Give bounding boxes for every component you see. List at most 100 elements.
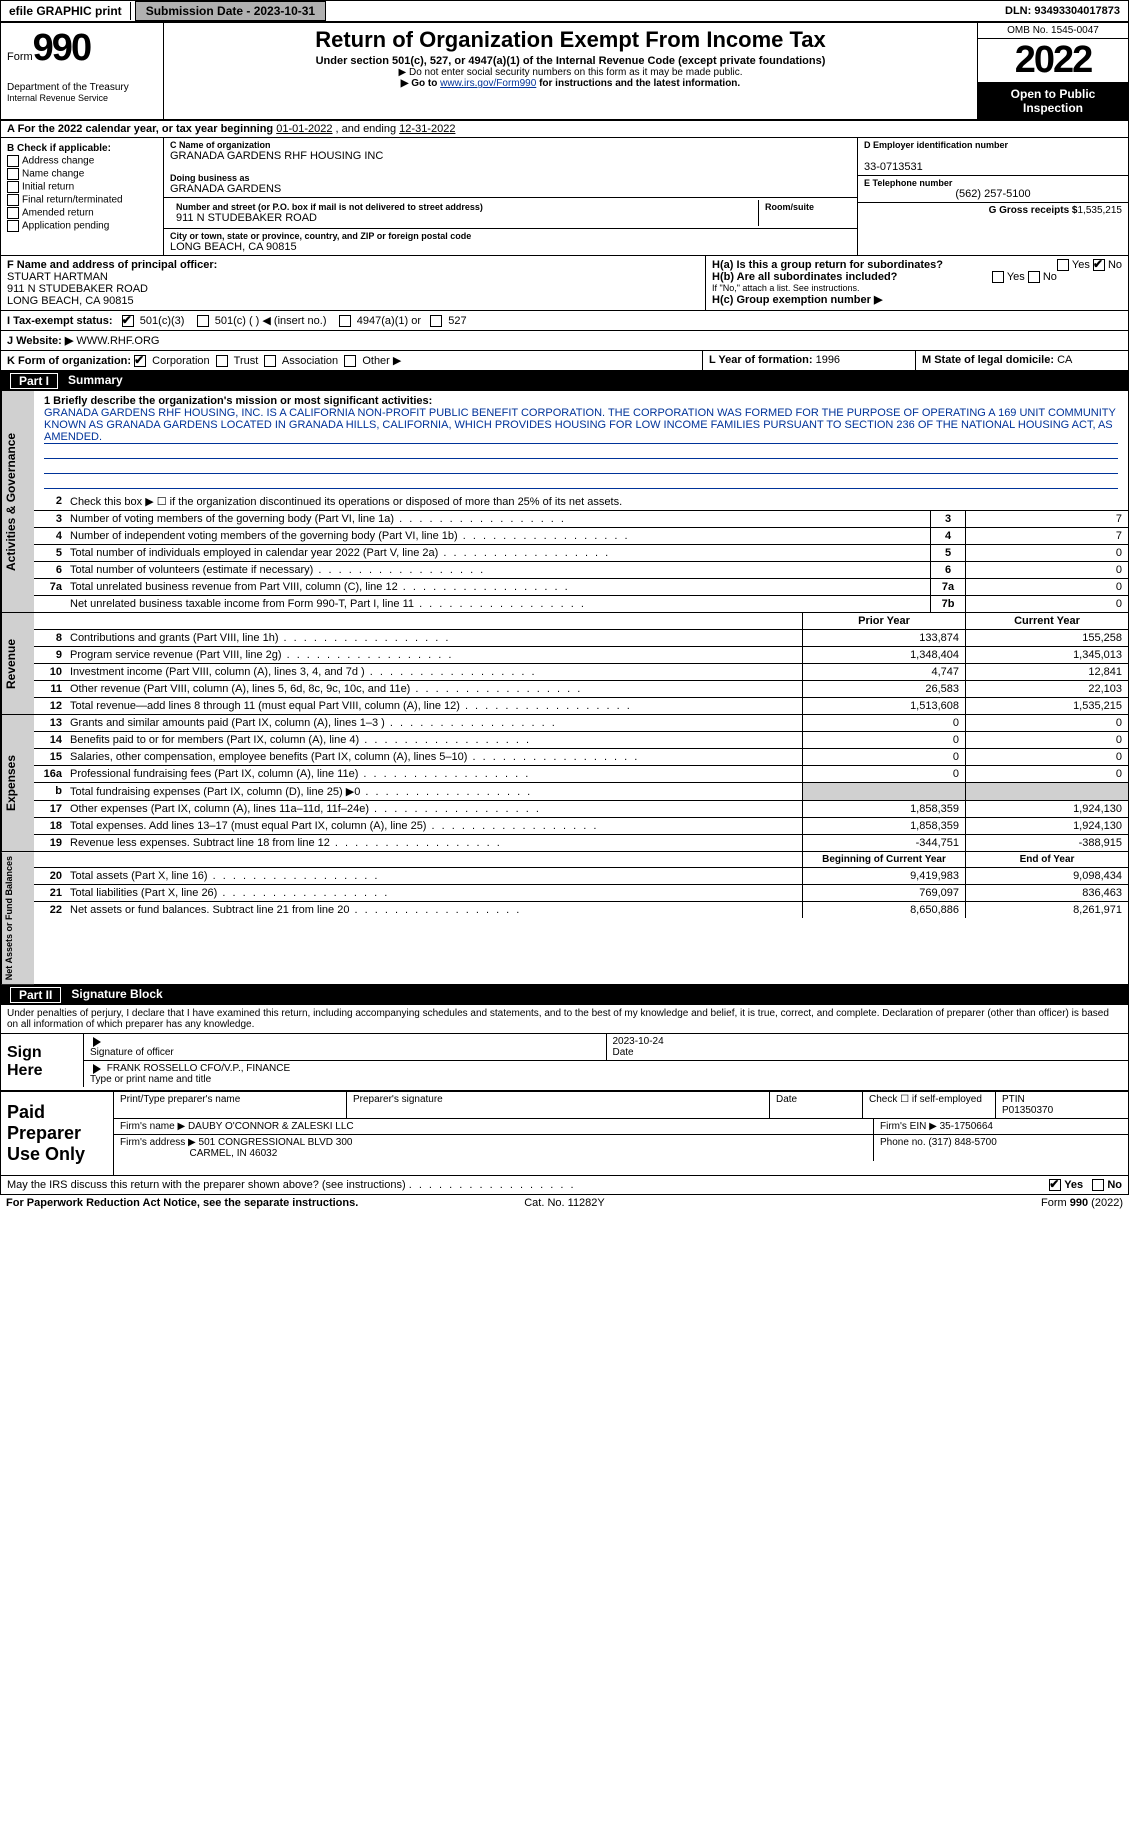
governance-body: 1 Briefly describe the organization's mi…	[34, 391, 1128, 612]
cb-application-pending[interactable]: Application pending	[7, 220, 157, 232]
firm-ein-label: Firm's EIN ▶	[880, 1121, 937, 1132]
cb-amended-return[interactable]: Amended return	[7, 207, 157, 219]
hb-yes[interactable]: Yes	[1007, 271, 1025, 283]
cb-address-change[interactable]: Address change	[7, 155, 157, 167]
mission-blank1	[44, 444, 1118, 459]
cb-discuss-no[interactable]	[1092, 1179, 1104, 1191]
firm-addr2: CARMEL, IN 46032	[189, 1148, 277, 1159]
cb-corporation[interactable]	[134, 355, 146, 367]
vlabel-revenue: Revenue	[1, 613, 34, 714]
prep-row-1: Print/Type preparer's name Preparer's si…	[114, 1092, 1128, 1119]
part2-header: Part II Signature Block	[0, 985, 1129, 1005]
footer-mid: Cat. No. 11282Y	[378, 1197, 750, 1209]
col-beginning: Beginning of Current Year	[802, 852, 965, 867]
footer-right: Form 990 (2022)	[751, 1197, 1123, 1209]
ein-cell: D Employer identification number 33-0713…	[858, 138, 1128, 176]
row-a-begin: 01-01-2022	[276, 123, 332, 135]
efile-label: efile GRAPHIC print	[1, 2, 131, 20]
section-net-assets: Net Assets or Fund Balances Beginning of…	[0, 852, 1129, 985]
cb-trust[interactable]	[216, 355, 228, 367]
section-revenue: Revenue Prior Year Current Year 8Contrib…	[0, 613, 1129, 715]
col-d-ein: D Employer identification number 33-0713…	[857, 138, 1128, 255]
submission-date-button[interactable]: Submission Date - 2023-10-31	[135, 1, 326, 21]
opt-corp: Corporation	[152, 355, 209, 367]
table-row: 3Number of voting members of the governi…	[34, 511, 1128, 528]
principal-officer: F Name and address of principal officer:…	[1, 256, 705, 310]
ptin-label: PTIN	[1002, 1094, 1025, 1105]
hb-note: If "No," attach a list. See instructions…	[712, 283, 1122, 293]
mission-block: 1 Briefly describe the organization's mi…	[34, 391, 1128, 493]
dept-treasury: Department of the Treasury	[7, 70, 157, 93]
col-b-header: B Check if applicable:	[7, 143, 157, 154]
arrow-icon	[93, 1037, 101, 1047]
cb-other[interactable]	[344, 355, 356, 367]
cb-initial-return[interactable]: Initial return	[7, 181, 157, 193]
gross-value: 1,535,215	[1078, 205, 1123, 216]
hb-no[interactable]: No	[1043, 271, 1057, 283]
cb-discuss-yes[interactable]	[1049, 1179, 1061, 1191]
table-row: 13Grants and similar amounts paid (Part …	[34, 715, 1128, 732]
org-name: GRANADA GARDENS RHF HOUSING INC	[170, 150, 851, 162]
table-row: 6Total number of volunteers (estimate if…	[34, 562, 1128, 579]
firm-addr-label: Firm's address ▶	[120, 1137, 196, 1148]
table-row: 5Total number of individuals employed in…	[34, 545, 1128, 562]
table-row: bTotal fundraising expenses (Part IX, co…	[34, 783, 1128, 801]
cb-name-change[interactable]: Name change	[7, 168, 157, 180]
mission-blank2	[44, 459, 1118, 474]
ha-no[interactable]: No	[1108, 259, 1122, 271]
row-a-tax-year: A For the 2022 calendar year, or tax yea…	[0, 120, 1129, 138]
cb-4947[interactable]	[339, 315, 351, 327]
part2-title: Signature Block	[71, 987, 162, 1003]
opt-527: 527	[448, 315, 466, 327]
cb-501c3[interactable]	[122, 315, 134, 327]
gross-receipts-cell: G Gross receipts $1,535,215	[858, 203, 1128, 218]
row-i-tax-status: I Tax-exempt status: 501(c)(3) 501(c) ( …	[0, 311, 1129, 331]
j-label: J Website: ▶	[7, 335, 73, 347]
cb-final-return[interactable]: Final return/terminated	[7, 194, 157, 206]
dba-label: Doing business as	[170, 173, 851, 183]
cb-501c[interactable]	[197, 315, 209, 327]
table-row: 15Salaries, other compensation, employee…	[34, 749, 1128, 766]
open-to-public: Open to PublicInspection	[978, 83, 1128, 119]
table-row: 19Revenue less expenses. Subtract line 1…	[34, 835, 1128, 851]
col-b-checkboxes: B Check if applicable: Address change Na…	[1, 138, 164, 255]
part2-num: Part II	[10, 987, 61, 1003]
mission-text: GRANADA GARDENS RHF HOUSING, INC. IS A C…	[44, 407, 1118, 444]
i-label: I Tax-exempt status:	[7, 315, 113, 327]
m-label: M State of legal domicile:	[922, 354, 1054, 366]
prep-check-label: Check ☐ if self-employed	[863, 1092, 996, 1118]
header-right-box: OMB No. 1545-0047 2022 Open to PublicIns…	[977, 23, 1128, 119]
table-row: 17Other expenses (Part IX, column (A), l…	[34, 801, 1128, 818]
firm-name: DAUBY O'CONNOR & ZALESKI LLC	[188, 1121, 354, 1132]
footer-left: For Paperwork Reduction Act Notice, see …	[6, 1197, 378, 1209]
sig-date: 2023-10-24	[613, 1036, 664, 1047]
h-group-return: H(a) Is this a group return for subordin…	[705, 256, 1128, 310]
table-row: 7aTotal unrelated business revenue from …	[34, 579, 1128, 596]
discuss-text: May the IRS discuss this return with the…	[7, 1179, 406, 1191]
vlabel-expenses: Expenses	[1, 715, 34, 851]
table-row: 8Contributions and grants (Part VIII, li…	[34, 630, 1128, 647]
firm-addr1: 501 CONGRESSIONAL BLVD 300	[199, 1137, 353, 1148]
officer-type-label: Type or print name and title	[90, 1074, 211, 1085]
preparer-body: Print/Type preparer's name Preparer's si…	[113, 1092, 1128, 1175]
addr-value: 911 N STUDEBAKER ROAD	[176, 212, 752, 224]
ha-row: H(a) Is this a group return for subordin…	[712, 259, 1122, 271]
omb-number: OMB No. 1545-0047	[978, 23, 1128, 39]
row-k-l-m: K Form of organization: Corporation Trus…	[0, 351, 1129, 371]
ha-yes[interactable]: Yes	[1072, 259, 1090, 271]
table-row: 22Net assets or fund balances. Subtract …	[34, 902, 1128, 918]
irs-link[interactable]: www.irs.gov/Form990	[440, 78, 536, 89]
paid-preparer-label: Paid Preparer Use Only	[1, 1092, 113, 1175]
room-label: Room/suite	[765, 202, 845, 212]
sig-row-2: FRANK ROSSELLO CFO/V.P., FINANCE Type or…	[83, 1061, 1128, 1087]
f-name: STUART HARTMAN	[7, 271, 108, 283]
opt-trust: Trust	[234, 355, 259, 367]
col-end: End of Year	[965, 852, 1128, 867]
f-label: F Name and address of principal officer:	[7, 259, 217, 271]
table-row: 18Total expenses. Add lines 13–17 (must …	[34, 818, 1128, 835]
cb-527[interactable]	[430, 315, 442, 327]
cb-association[interactable]	[264, 355, 276, 367]
ein-label: D Employer identification number	[864, 140, 1122, 150]
state-domicile: M State of legal domicile: CA	[915, 351, 1128, 370]
ein-value: 33-0713531	[864, 161, 1122, 173]
